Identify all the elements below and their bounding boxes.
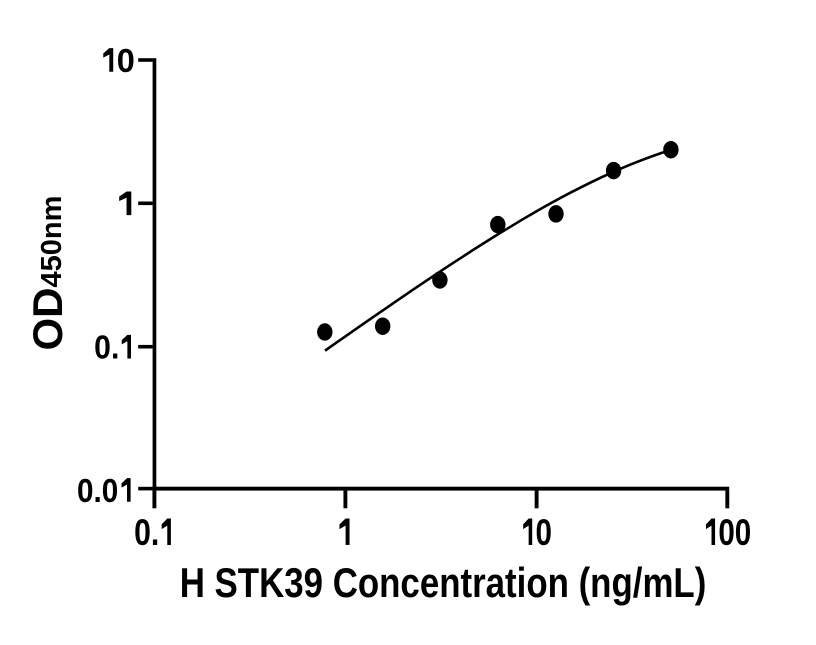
svg-text:0.: 0. <box>94 328 119 366</box>
svg-text:00: 00 <box>718 513 751 554</box>
svg-text:0: 0 <box>117 42 135 79</box>
svg-text:0: 0 <box>535 513 551 554</box>
svg-text:0.: 0. <box>134 512 159 554</box>
svg-text:0.0: 0.0 <box>77 472 118 509</box>
svg-text:H STK39 Concentration (ng/mL): H STK39 Concentration (ng/mL) <box>180 560 707 607</box>
